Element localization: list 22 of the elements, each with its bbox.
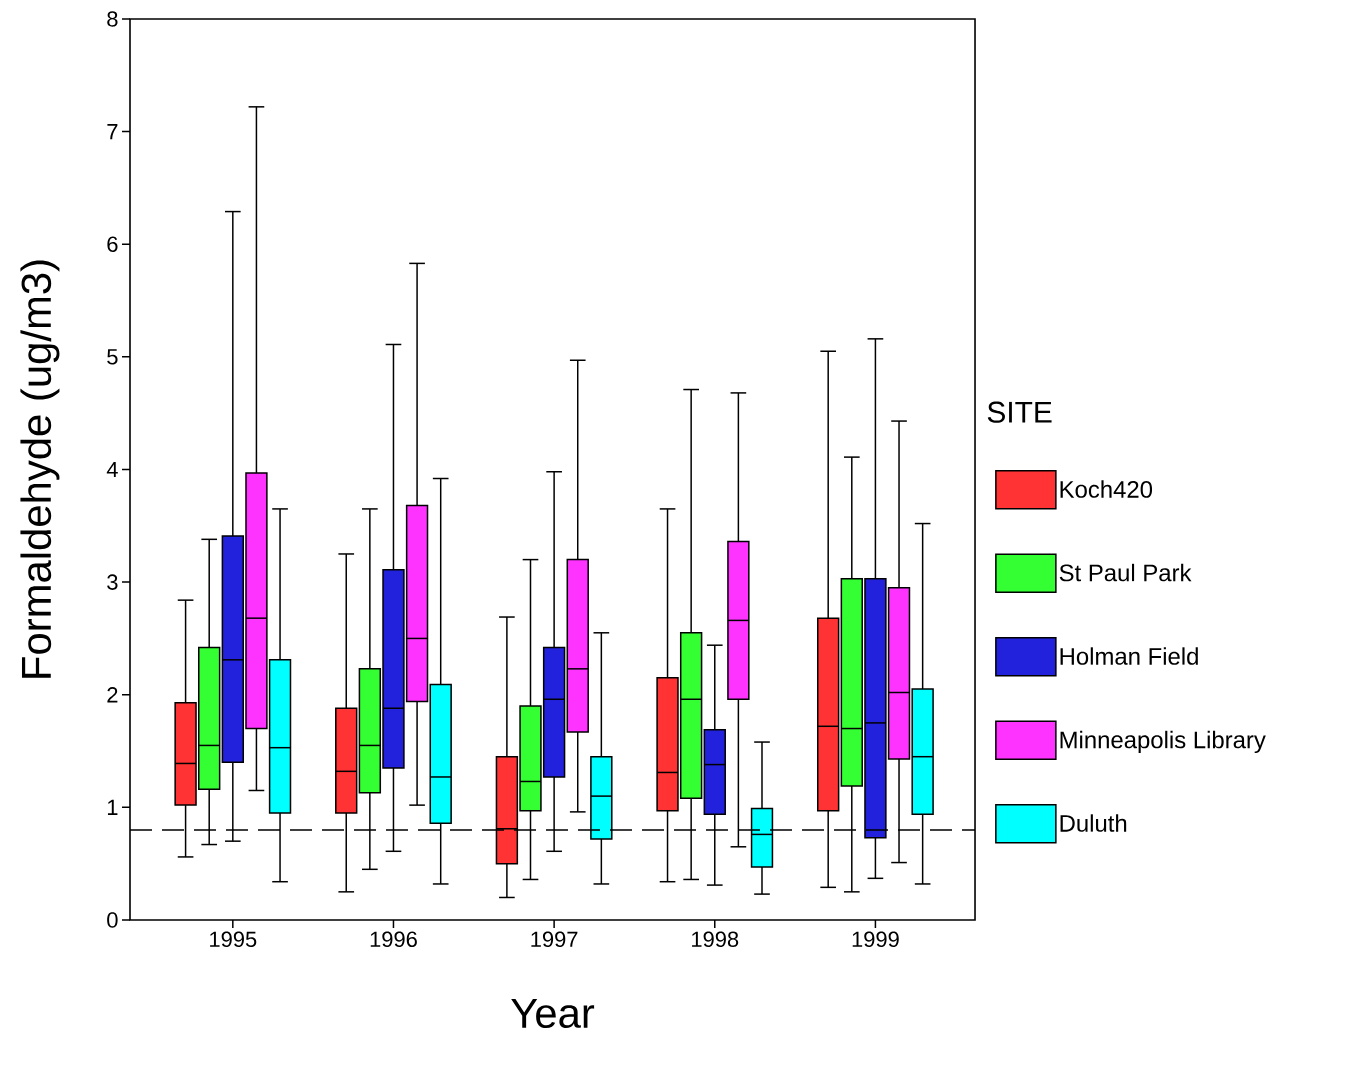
legend-label: Minneapolis Library — [1060, 730, 1266, 754]
x-tick-label: 1997 — [531, 931, 578, 948]
y-axis-title: Formaldehyde (ug/m3) — [20, 260, 60, 678]
y-tick-label: 1 — [107, 799, 118, 815]
y-tick-label: 6 — [107, 236, 118, 253]
legend-label: St Paul Park — [1059, 563, 1192, 582]
legend-label: Koch420 — [1060, 480, 1153, 498]
y-tick-label: 5 — [107, 349, 118, 365]
y-tick-label: 7 — [107, 124, 118, 140]
y-tick-label: 0 — [107, 912, 118, 928]
x-tick-label: 1996 — [370, 931, 417, 948]
y-tick-label: 4 — [106, 461, 118, 478]
x-axis-title: Year — [511, 998, 595, 1029]
legend-title: SITE — [987, 401, 1052, 423]
x-tick-label: 1995 — [210, 931, 257, 948]
y-tick-label: 3 — [107, 574, 118, 590]
y-tick-label: 8 — [107, 11, 118, 27]
legend-label: Duluth — [1060, 814, 1127, 832]
x-tick-label: 1998 — [692, 931, 739, 948]
x-tick-label: 1999 — [852, 931, 899, 948]
legend-label: Holman Field — [1060, 647, 1198, 665]
y-tick-label: 2 — [107, 687, 118, 703]
